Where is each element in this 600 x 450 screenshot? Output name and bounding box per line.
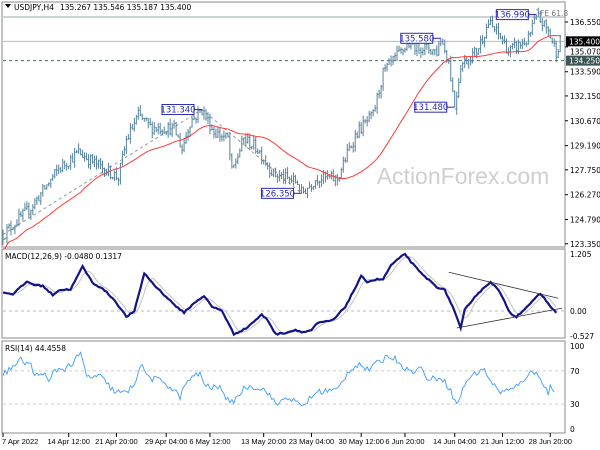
rsi-panel[interactable]	[2, 351, 565, 407]
rsi-line	[2, 351, 555, 407]
axes: 136.550 135.070 133.590 132.150 130.670 129.1…	[2, 18, 600, 446]
price-axis-label: 126.270	[570, 191, 600, 200]
price-axis-label: 133.590	[570, 68, 600, 77]
macd-axis-label: 0.00	[570, 307, 587, 316]
rsi-axis-label: 70	[570, 367, 580, 376]
price-axis-label: 129.190	[570, 142, 600, 151]
macd-panel-frame	[1, 248, 566, 339]
price-axis-label: 135.070	[570, 47, 600, 56]
support-price-tag: 134.250	[569, 57, 600, 66]
price-axis-label: 123.350	[570, 240, 600, 249]
annotation-box	[495, 9, 529, 21]
time-axis-label: 21 Jun 12:00	[481, 437, 524, 446]
macd-axis-label: 1.205	[570, 250, 592, 259]
price-panel[interactable]: 131.340 126.350 135.580 131.480 136.990	[2, 7, 565, 250]
time-axis-label: 6 Jun 20:00	[385, 437, 424, 446]
annotation-label: 135.580	[399, 34, 434, 44]
dropdown-triangle-icon[interactable]	[5, 4, 11, 8]
macd-signal-line	[2, 256, 557, 335]
watermark: ActionForex.com	[377, 163, 550, 189]
macd-axis-label: -0.527	[570, 332, 594, 341]
annotation-box	[414, 101, 448, 113]
current-price-tag: 135.400	[569, 37, 600, 46]
macd-label: MACD(12,26,9) -0.0480 0.1317	[5, 252, 122, 261]
macd-triangle-trendline	[448, 271, 559, 299]
time-axis-label: 28 Jun 20:00	[529, 437, 572, 446]
time-axis-label: 21 Apr 20:00	[95, 437, 138, 446]
macd-panel[interactable]	[2, 252, 565, 337]
time-axis-label: 23 May 04:00	[289, 437, 334, 446]
rsi-axis-label: 100	[570, 342, 585, 351]
time-axis-label: 30 May 12:00	[338, 437, 383, 446]
price-axis-label: 127.750	[570, 166, 600, 175]
current-price-tag-bg	[566, 36, 600, 47]
rsi-panel-frame	[1, 340, 566, 434]
fe-label: FE 61.8	[540, 9, 568, 18]
time-axis-label: 14 Apr 12:00	[47, 437, 90, 446]
price-axis-label: 136.550	[570, 18, 600, 27]
annotation-box	[161, 104, 195, 116]
annotation-box	[261, 187, 294, 199]
annotation-label: 131.480	[413, 103, 448, 113]
annotation-label: 131.340	[160, 106, 195, 116]
price-axis-label: 124.790	[570, 216, 600, 225]
moving-average-line	[2, 35, 561, 250]
time-axis-label: 7 Apr 2022	[2, 437, 38, 446]
symbol-label: USDJPY,H4	[14, 3, 54, 12]
price-axis-label: 130.670	[570, 117, 600, 126]
annotation-label: 136.990	[495, 11, 530, 21]
time-axis-label: 6 May 12:00	[189, 437, 230, 446]
annotation-label: 126.350	[260, 189, 295, 199]
ohlc-values: 135.267 135.546 135.187 135.400	[60, 3, 191, 12]
time-axis-label: 29 Apr 04:00	[145, 437, 188, 446]
macd-triangle-trendline	[456, 307, 563, 329]
rsi-axis-label: 30	[570, 400, 580, 409]
annotation-box	[400, 32, 434, 44]
time-axis-label: 14 Jun 04:00	[433, 437, 476, 446]
rsi-axis-label: 0	[570, 425, 575, 434]
rsi-label: RSI(14) 44.4558	[5, 344, 66, 353]
price-axis-label: 132.150	[570, 92, 600, 101]
price-panel-frame	[1, 1, 566, 248]
macd-line	[2, 252, 558, 337]
time-axis-label: 13 May 20:00	[241, 437, 286, 446]
support-price-tag-bg	[566, 55, 600, 66]
